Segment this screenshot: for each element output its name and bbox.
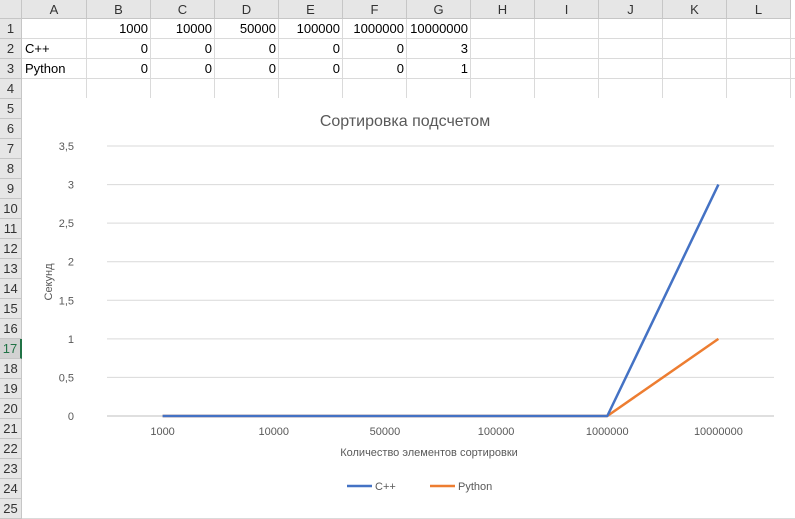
row-header-1[interactable]: 1 xyxy=(0,19,22,39)
series-lines xyxy=(162,184,720,418)
row-header-10[interactable]: 10 xyxy=(0,199,22,219)
x-tick-label: 1000 xyxy=(150,426,174,438)
column-header-c[interactable]: C xyxy=(151,0,215,19)
x-tick-label: 100000 xyxy=(478,426,515,438)
cell-a2[interactable]: C++ xyxy=(25,41,50,56)
row-header-9[interactable]: 9 xyxy=(0,179,22,199)
cell-f1[interactable]: 1000000 xyxy=(353,21,404,36)
column-header-d[interactable]: D xyxy=(215,0,279,19)
y-tick-label: 2,5 xyxy=(59,218,74,230)
row-header-11[interactable]: 11 xyxy=(0,219,22,239)
row-header-13[interactable]: 13 xyxy=(0,259,22,279)
row-header-21[interactable]: 21 xyxy=(0,419,22,439)
row-header-3[interactable]: 3 xyxy=(0,59,22,79)
column-header-e[interactable]: E xyxy=(279,0,343,19)
legend[interactable]: C++ Python xyxy=(347,481,492,493)
row-header-7[interactable]: 7 xyxy=(0,139,22,159)
row-header-16[interactable]: 16 xyxy=(0,319,22,339)
row-header-25[interactable]: 25 xyxy=(0,499,22,519)
row-header-20[interactable]: 20 xyxy=(0,399,22,419)
y-axis-label: Секунд xyxy=(43,263,55,301)
x-tick-label: 1000000 xyxy=(586,426,629,438)
y-tick-label: 0,5 xyxy=(59,372,74,384)
column-header-i[interactable]: I xyxy=(535,0,599,19)
cell-d1[interactable]: 50000 xyxy=(239,21,276,36)
row-gridline xyxy=(22,58,795,59)
column-header-j[interactable]: J xyxy=(599,0,663,19)
row-gridline xyxy=(22,78,795,79)
y-tick-label: 1,5 xyxy=(59,295,74,307)
column-header-k[interactable]: K xyxy=(663,0,727,19)
cell-g1[interactable]: 10000000 xyxy=(410,21,468,36)
cell-d2[interactable]: 0 xyxy=(268,41,276,56)
cell-b2[interactable]: 0 xyxy=(140,41,148,56)
row-header-2[interactable]: 2 xyxy=(0,39,22,59)
series-line-cpp[interactable] xyxy=(162,184,720,418)
y-tick-label: 2 xyxy=(68,257,74,269)
x-tick-label: 10000 xyxy=(258,426,289,438)
row-header-24[interactable]: 24 xyxy=(0,479,22,499)
select-all-corner[interactable] xyxy=(0,0,22,19)
column-header-l[interactable]: L xyxy=(727,0,791,19)
row-header-6[interactable]: 6 xyxy=(0,119,22,139)
y-axis-ticks: 0 0,5 1 1,5 2 2,5 3 3,5 xyxy=(59,141,74,423)
cell-c1[interactable]: 10000 xyxy=(175,21,212,36)
x-axis-label: Количество элементов сортировки xyxy=(340,447,518,459)
cell-d3[interactable]: 0 xyxy=(268,61,276,76)
cell-c2[interactable]: 0 xyxy=(204,41,212,56)
y-tick-label: 0 xyxy=(68,411,74,423)
cell-b1[interactable]: 1000 xyxy=(119,21,148,36)
cell-f3[interactable]: 0 xyxy=(396,61,404,76)
cell-a3[interactable]: Python xyxy=(25,61,66,76)
cell-g3[interactable]: 1 xyxy=(460,61,468,76)
x-axis-ticks: 1000 10000 50000 100000 1000000 10000000 xyxy=(150,426,743,438)
row-gridline xyxy=(22,38,795,39)
y-tick-label: 3 xyxy=(68,180,74,192)
column-header-f[interactable]: F xyxy=(343,0,407,19)
column-header-h[interactable]: H xyxy=(471,0,535,19)
cell-f2[interactable]: 0 xyxy=(396,41,404,56)
chart-area[interactable]: Сортировка подсчетом Секунд Количество э… xyxy=(22,98,795,515)
cell-b3[interactable]: 0 xyxy=(140,61,148,76)
line-chart[interactable]: Сортировка подсчетом Секунд Количество э… xyxy=(22,98,795,515)
chart-title: Сортировка подсчетом xyxy=(320,113,490,130)
cell-g2[interactable]: 3 xyxy=(460,41,468,56)
column-header-b[interactable]: B xyxy=(87,0,151,19)
x-tick-label: 10000000 xyxy=(694,426,743,438)
row-header-15[interactable]: 15 xyxy=(0,299,22,319)
row-header-22[interactable]: 22 xyxy=(0,439,22,459)
column-header-g[interactable]: G xyxy=(407,0,471,19)
cell-c3[interactable]: 0 xyxy=(204,61,212,76)
row-header-14[interactable]: 14 xyxy=(0,279,22,299)
x-tick-label: 50000 xyxy=(370,426,401,438)
row-header-5[interactable]: 5 xyxy=(0,99,22,119)
row-header-8[interactable]: 8 xyxy=(0,159,22,179)
cell-e2[interactable]: 0 xyxy=(332,41,340,56)
cell-e1[interactable]: 100000 xyxy=(296,21,340,36)
y-tick-label: 3,5 xyxy=(59,141,74,153)
gridlines xyxy=(107,145,774,417)
y-tick-label: 1 xyxy=(68,334,74,346)
row-header-18[interactable]: 18 xyxy=(0,359,22,379)
row-header-4[interactable]: 4 xyxy=(0,79,22,99)
row-header-19[interactable]: 19 xyxy=(0,379,22,399)
row-header-17[interactable]: 17 xyxy=(0,339,22,359)
column-header-a[interactable]: A xyxy=(22,0,87,19)
row-header-12[interactable]: 12 xyxy=(0,239,22,259)
cell-e3[interactable]: 0 xyxy=(332,61,340,76)
legend-label: Python xyxy=(458,481,492,493)
row-header-23[interactable]: 23 xyxy=(0,459,22,479)
legend-label: C++ xyxy=(375,481,396,493)
